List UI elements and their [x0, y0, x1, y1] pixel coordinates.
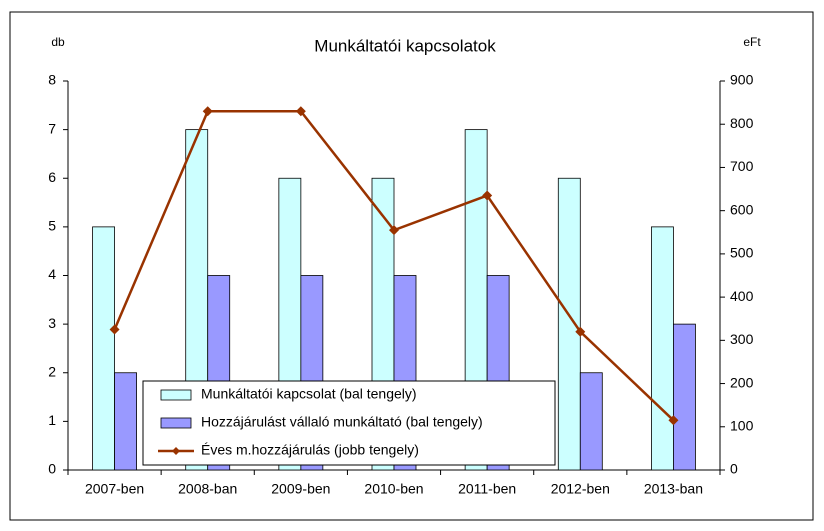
bar [114, 372, 137, 471]
x-tick-label: 2010-ben [364, 481, 423, 497]
y-tick-label: 1 [48, 412, 56, 428]
legend-swatch [160, 389, 192, 401]
y2-tick-label: 300 [730, 331, 754, 347]
line-marker [668, 415, 679, 426]
y-tick-label: 4 [48, 266, 56, 282]
bar [92, 226, 115, 471]
legend-label: Hozzájárulást vállaló munkáltató (bal te… [201, 414, 483, 430]
bar [673, 323, 696, 471]
y2-axis-label: eFt [743, 35, 761, 49]
y2-tick-label: 800 [730, 115, 754, 131]
legend-label: Munkáltatói kapcsolat (bal tengely) [201, 386, 417, 402]
legend-label: Éves m.hozzájárulás (jobb tengely) [201, 442, 419, 458]
y-axis-label: db [51, 35, 65, 49]
y-tick-label: 3 [48, 315, 56, 331]
y2-tick-label: 500 [730, 245, 754, 261]
line-marker [202, 106, 213, 117]
y2-tick-label: 900 [730, 72, 754, 88]
bar [651, 226, 674, 471]
y2-tick-label: 600 [730, 201, 754, 217]
y-tick-label: 7 [48, 120, 56, 136]
y-tick-label: 2 [48, 363, 56, 379]
y-tick-label: 8 [48, 72, 56, 88]
line-marker [575, 326, 586, 337]
y-tick-label: 5 [48, 218, 56, 234]
y2-tick-label: 200 [730, 374, 754, 390]
y-tick-label: 6 [48, 169, 56, 185]
y2-tick-label: 100 [730, 417, 754, 433]
chart-title: Munkáltatói kapcsolatok [314, 36, 496, 55]
x-tick-label: 2008-ban [178, 481, 237, 497]
line-marker [482, 190, 493, 201]
line-marker [295, 106, 306, 117]
legend-box [142, 380, 556, 466]
y2-tick-label: 400 [730, 288, 754, 304]
x-tick-label: 2013-ban [644, 481, 703, 497]
legend-swatch [160, 417, 192, 429]
bar [579, 372, 603, 471]
y2-tick-label: 700 [730, 158, 754, 174]
line-marker [109, 324, 120, 335]
x-tick-label: 2011-ben [458, 481, 516, 497]
legend-swatch-marker [172, 447, 180, 455]
x-tick-label: 2009-ben [271, 481, 330, 497]
y2-tick-label: 0 [730, 461, 738, 477]
y-tick-label: 0 [48, 461, 56, 477]
line-marker [389, 225, 399, 236]
x-tick-label: 2007-ben [85, 481, 144, 497]
bar [557, 177, 581, 471]
x-tick-label: 2012-ben [551, 481, 610, 497]
